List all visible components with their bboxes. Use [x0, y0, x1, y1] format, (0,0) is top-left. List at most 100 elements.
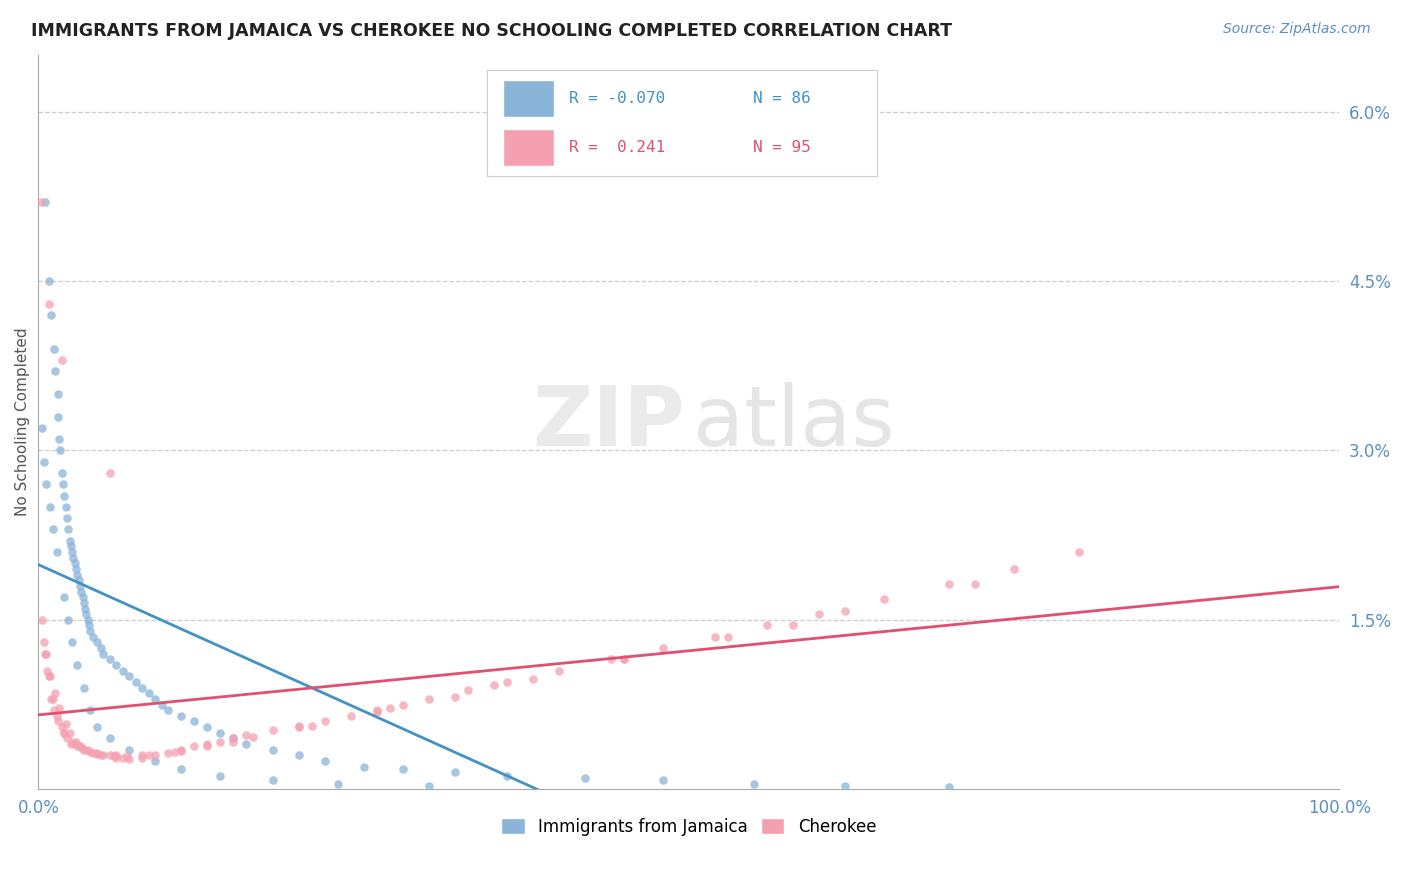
Point	[197, 737, 219, 751]
Point	[41, 691, 63, 706]
Legend: Immigrants from Jamaica, Cherokee: Immigrants from Jamaica, Cherokee	[502, 818, 876, 836]
Point	[53, 591, 76, 605]
Point	[287, 748, 309, 763]
Text: ZIP: ZIP	[533, 382, 685, 463]
Point	[53, 725, 76, 739]
Point	[209, 725, 232, 739]
Point	[46, 409, 69, 424]
Point	[70, 740, 93, 755]
Point	[457, 682, 479, 697]
Point	[86, 747, 108, 762]
Point	[38, 296, 60, 310]
Point	[131, 748, 153, 763]
Point	[222, 731, 245, 746]
Point	[782, 618, 804, 632]
Point	[547, 664, 569, 678]
Point	[77, 618, 100, 632]
Point	[35, 477, 58, 491]
Point	[138, 686, 160, 700]
Point	[834, 604, 856, 618]
Point	[183, 739, 205, 754]
Point	[56, 731, 79, 746]
Point	[235, 737, 257, 751]
Point	[31, 421, 53, 435]
Point	[48, 701, 70, 715]
Point	[197, 739, 219, 754]
Point	[163, 745, 186, 759]
Point	[39, 669, 62, 683]
Point	[703, 630, 725, 644]
Point	[55, 500, 77, 514]
Text: IMMIGRANTS FROM JAMAICA VS CHEROKEE NO SCHOOLING COMPLETED CORRELATION CHART: IMMIGRANTS FROM JAMAICA VS CHEROKEE NO S…	[31, 22, 952, 40]
Point	[834, 779, 856, 793]
Point	[32, 455, 55, 469]
Point	[170, 744, 193, 758]
Point	[118, 752, 141, 766]
Point	[938, 780, 960, 794]
Point	[98, 731, 121, 746]
Point	[45, 545, 67, 559]
Point	[59, 540, 82, 554]
Point	[65, 735, 87, 749]
Point	[90, 641, 112, 656]
Point	[42, 342, 65, 356]
Point	[98, 748, 121, 763]
Point	[105, 750, 128, 764]
Point	[98, 466, 121, 480]
Point	[52, 477, 75, 491]
Point	[34, 647, 56, 661]
Point	[326, 776, 349, 790]
Point	[378, 701, 401, 715]
Point	[157, 746, 180, 760]
Point	[73, 596, 96, 610]
Point	[495, 674, 517, 689]
Point	[873, 592, 896, 607]
Point	[138, 748, 160, 763]
Point	[46, 714, 69, 729]
Point	[75, 601, 97, 615]
Point	[38, 274, 60, 288]
Point	[131, 750, 153, 764]
Point	[170, 742, 193, 756]
Point	[69, 739, 91, 754]
Point	[235, 728, 257, 742]
Point	[222, 735, 245, 749]
Point	[443, 690, 465, 704]
Point	[131, 681, 153, 695]
Point	[76, 742, 98, 756]
Point	[41, 308, 63, 322]
Point	[262, 723, 284, 738]
Point	[314, 714, 336, 729]
Point	[222, 731, 245, 746]
Point	[55, 716, 77, 731]
Point	[58, 613, 80, 627]
Point	[482, 678, 505, 692]
Point	[59, 737, 82, 751]
Point	[938, 576, 960, 591]
Point	[111, 750, 134, 764]
Point	[45, 708, 67, 723]
Point	[69, 579, 91, 593]
Point	[34, 194, 56, 209]
Point	[170, 762, 193, 776]
Point	[599, 652, 621, 666]
Point	[31, 613, 53, 627]
Point	[79, 624, 101, 639]
Point	[443, 765, 465, 780]
Point	[62, 550, 84, 565]
Point	[49, 443, 72, 458]
Point	[98, 652, 121, 666]
Point	[66, 739, 89, 754]
Point	[86, 720, 108, 734]
Point	[495, 769, 517, 783]
Point	[242, 731, 264, 745]
Point	[66, 567, 89, 582]
Point	[56, 511, 79, 525]
Point	[39, 500, 62, 514]
Point	[32, 635, 55, 649]
Point	[353, 759, 375, 773]
Point	[574, 771, 596, 785]
Point	[37, 664, 59, 678]
Point	[418, 779, 440, 793]
Point	[30, 194, 52, 209]
